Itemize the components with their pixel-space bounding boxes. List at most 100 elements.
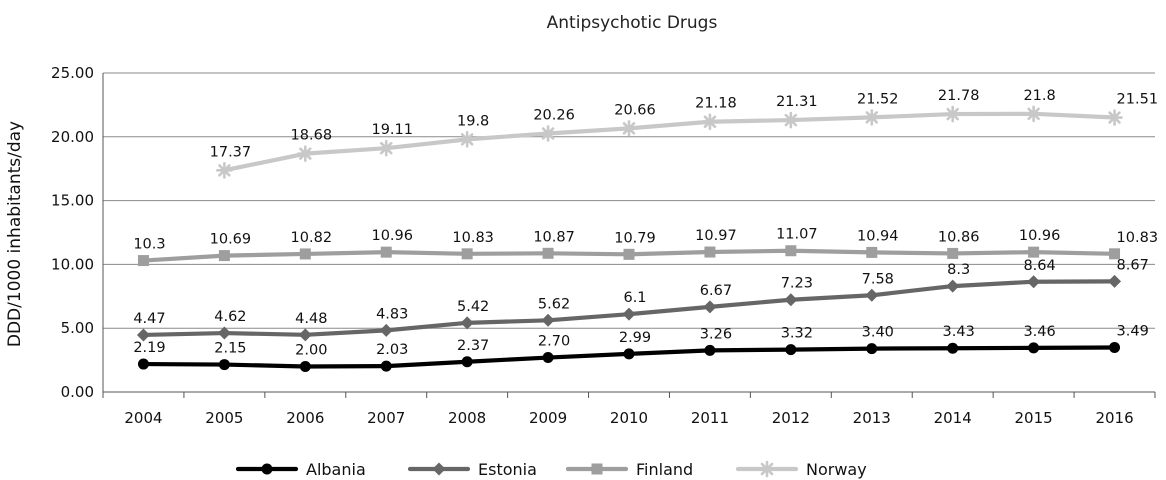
point-finland-2013 [866, 246, 878, 258]
data-label-norway-2011: 21.18 [695, 96, 737, 112]
x-tick-label-2006: 2006 [286, 409, 324, 427]
data-label-finland-2015: 10.96 [1019, 228, 1061, 244]
data-label-estonia-2010: 6.1 [623, 290, 646, 306]
data-label-norway-2009: 20.26 [533, 107, 575, 123]
data-label-norway-2013: 21.52 [857, 91, 899, 107]
data-label-estonia-2004: 4.47 [133, 311, 165, 327]
point-norway-2008 [458, 131, 476, 148]
data-label-estonia-2009: 5.62 [538, 296, 570, 312]
data-label-finland-2009: 10.87 [533, 229, 575, 245]
point-albania-2007 [380, 360, 392, 372]
y-tick-label-1: 5.00 [61, 319, 94, 337]
data-label-albania-2010: 2.99 [619, 330, 651, 346]
data-label-estonia-2008: 5.42 [457, 299, 489, 315]
data-label-finland-2014: 10.86 [938, 229, 980, 245]
point-estonia-2007 [379, 323, 393, 337]
data-label-albania-2011: 3.26 [700, 326, 732, 342]
y-axis-label: DDD/1000 inhabitants/day [5, 121, 25, 347]
point-norway-2006 [297, 145, 314, 162]
point-estonia-2014 [946, 279, 960, 293]
x-tick-label-2005: 2005 [205, 409, 243, 427]
data-labels: 2.19 2.15 2.00 2.03 2.37 2.70 2.99 3.26 3.32 3.40… [133, 88, 1158, 359]
x-tick-label-2004: 2004 [124, 409, 162, 427]
point-finland-2005 [218, 250, 230, 262]
point-norway-2007 [377, 139, 395, 157]
point-albania-2012 [785, 344, 797, 356]
data-label-estonia-2014: 8.3 [947, 262, 970, 278]
point-estonia-2011 [703, 300, 717, 314]
data-label-norway-2007: 19.11 [371, 122, 413, 138]
point-albania-2010 [623, 348, 635, 360]
point-albania-2013 [866, 343, 878, 355]
data-label-estonia-2012: 7.23 [781, 276, 813, 292]
point-norway-2013 [863, 109, 881, 126]
legend-label-estonia: Estonia [478, 460, 537, 479]
point-albania-2008 [461, 356, 473, 368]
data-label-finland-2007: 10.96 [371, 228, 413, 244]
data-label-albania-2006: 2.00 [295, 342, 327, 358]
data-label-estonia-2013: 7.58 [862, 271, 894, 287]
point-albania-2016 [1109, 341, 1121, 353]
point-albania-2015 [1028, 342, 1040, 354]
point-norway-2011 [701, 113, 719, 131]
data-label-albania-2013: 3.40 [862, 325, 894, 341]
legend-marker-albania [261, 463, 273, 475]
y-tick-label-5: 25.00 [51, 64, 94, 82]
point-estonia-2009 [541, 313, 555, 327]
point-finland-2012 [785, 245, 797, 257]
point-albania-2006 [299, 360, 311, 372]
data-label-norway-2006: 18.68 [291, 128, 333, 144]
x-tick-label-2008: 2008 [448, 409, 486, 427]
legend-label-finland: Finland [636, 460, 693, 479]
data-label-norway-2012: 21.31 [776, 94, 818, 110]
point-finland-2009 [542, 247, 554, 259]
data-label-norway-2014: 21.78 [938, 88, 980, 104]
legend-marker-finland [591, 463, 603, 475]
x-tick-label-2010: 2010 [610, 409, 648, 427]
point-estonia-2010 [622, 307, 636, 321]
point-finland-2008 [461, 248, 473, 260]
point-finland-2006 [299, 248, 311, 260]
y-tick-label-3: 15.00 [51, 192, 94, 210]
point-norway-2014 [944, 105, 961, 123]
chart-title: Antipsychotic Drugs [547, 13, 718, 33]
point-albania-2009 [542, 352, 554, 364]
data-label-norway-2005: 17.37 [210, 144, 252, 160]
y-tick-label-4: 20.00 [51, 128, 94, 146]
series-group [136, 105, 1123, 372]
point-estonia-2008 [460, 316, 474, 330]
x-tick-label-2007: 2007 [367, 409, 405, 427]
point-finland-2014 [947, 247, 959, 259]
point-albania-2014 [947, 342, 959, 354]
data-label-albania-2005: 2.15 [214, 341, 246, 357]
data-label-albania-2015: 3.46 [1023, 324, 1055, 340]
point-finland-2007 [380, 246, 392, 258]
x-tick-label-2012: 2012 [772, 409, 810, 427]
data-label-albania-2016: 3.49 [1117, 323, 1149, 339]
point-norway-2005 [216, 162, 233, 179]
legend-marker-estonia [432, 462, 446, 476]
point-norway-2015 [1025, 105, 1042, 123]
x-tick-label-2016: 2016 [1095, 409, 1133, 427]
point-norway-2009 [539, 125, 557, 142]
point-albania-2004 [137, 358, 149, 370]
data-label-finland-2004: 10.3 [133, 237, 165, 253]
data-label-finland-2013: 10.94 [857, 228, 899, 244]
data-label-estonia-2011: 6.67 [700, 283, 732, 299]
data-label-finland-2010: 10.79 [614, 230, 656, 246]
point-norway-2012 [782, 111, 800, 129]
data-label-norway-2010: 20.66 [614, 102, 656, 118]
point-estonia-2016 [1108, 274, 1122, 288]
x-tick-label-2011: 2011 [691, 409, 729, 427]
data-label-finland-2016: 10.83 [1117, 230, 1159, 246]
point-estonia-2004 [136, 328, 150, 342]
y-tick-label-0: 0.00 [61, 383, 94, 401]
legend-label-albania: Albania [306, 460, 366, 479]
point-estonia-2015 [1027, 275, 1041, 289]
point-finland-2015 [1028, 246, 1040, 258]
legend-marker-norway [758, 460, 776, 478]
x-tick-label-2009: 2009 [529, 409, 567, 427]
data-label-estonia-2005: 4.62 [214, 309, 246, 325]
data-label-finland-2006: 10.82 [291, 230, 333, 246]
